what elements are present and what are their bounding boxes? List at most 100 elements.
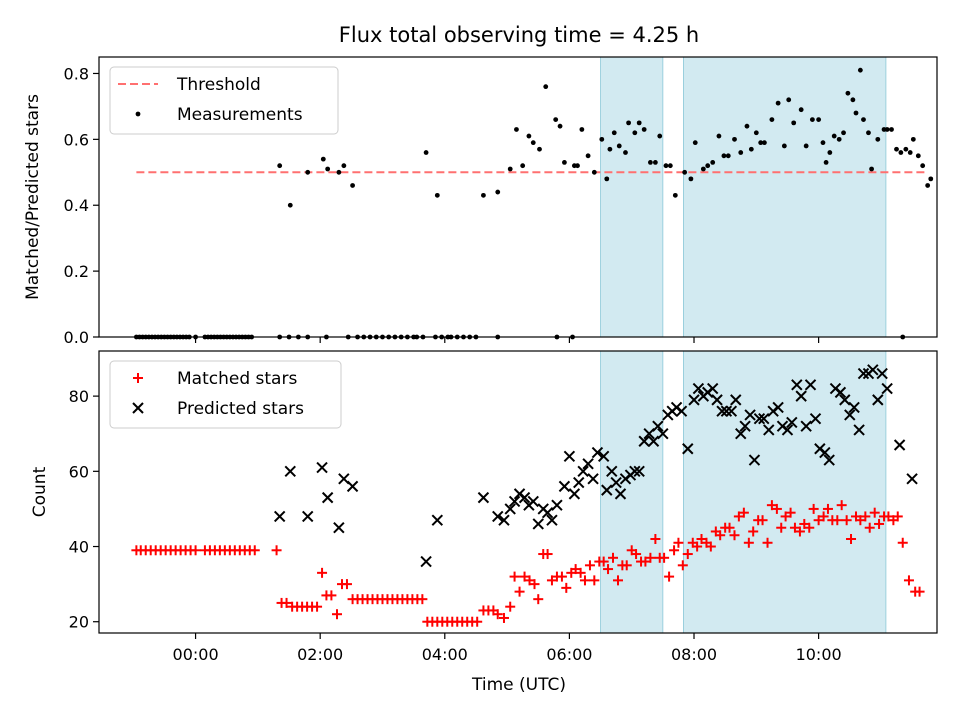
count-panel: 20406080Count00:00 02:00 04:00 06:00 08:00 10… [30,351,937,664]
matched-stars-point [191,545,201,555]
measurement-point [722,153,727,158]
measurement-point [325,167,330,172]
measurement-point [717,134,722,139]
measurement-point [701,167,706,172]
matched-stars-point [272,545,282,555]
measurement-point [604,176,609,181]
matched-stars-point [505,602,515,612]
y-tick-label: 60 [69,462,89,481]
measurement-point [837,137,842,142]
predicted-stars-point [432,515,442,525]
measurement-point [653,160,658,165]
y-axis-label: Matched/Predicted stars [23,94,43,300]
measurement-point [579,127,584,132]
measurement-point [424,150,429,155]
predicted-stars-point [421,557,431,567]
predicted-stars-point [285,466,295,476]
matched-stars-point [317,568,327,578]
matched-stars-point [904,575,914,585]
predicted-stars-point [303,511,313,521]
legend-entry-label: Measurements [177,105,303,125]
y-tick-label: 0.2 [64,262,89,281]
measurement-point [832,134,837,139]
measurement-point [925,183,930,188]
measurement-point [527,134,532,139]
ratio-panel: 0.0 0.2 0.4 0.6 0.8 Matched/Predicted stars Th… [23,57,937,347]
measurement-point [648,160,653,165]
measurement-point [673,193,678,198]
measurement-point [350,183,355,188]
x-tick-label: 06:00 [546,645,592,664]
measurement-point [558,124,563,129]
measurement-point [607,147,612,152]
measurement-point [754,130,759,135]
measurement-point [637,120,642,125]
measurement-point [537,147,542,152]
matched-stars-point [250,545,260,555]
measurement-point [435,193,440,198]
matched-stars-point [326,590,336,600]
predicted-stars-point [478,493,488,503]
measurement-point [841,130,846,135]
x-axis-label: Time (UTC) [471,675,566,695]
matched-stars-point [557,572,567,582]
matched-stars-point [515,587,525,597]
x-tick-label: 00:00 [173,645,219,664]
legend-entry-label: Predicted stars [177,399,304,419]
y-tick-label: 0.0 [64,328,89,347]
predicted-stars-point [574,478,584,488]
measurement-point [827,150,832,155]
measurement-point [786,97,791,102]
matched-stars-point [589,575,599,585]
measurement-point [657,134,662,139]
measurement-point [682,170,687,175]
measurement-point [693,140,698,145]
predicted-stars-point [275,511,285,521]
measurement-point [791,120,796,125]
legend: Matched stars Predicted stars [110,361,341,428]
measurement-point [799,107,804,112]
matched-stars-point [472,617,482,627]
measurement-point [688,176,693,181]
measurement-point [495,190,500,195]
chart-title: Flux total observing time = 4.25 h [339,23,699,47]
measurement-point [726,153,731,158]
y-axis-label: Count [30,466,50,517]
measurement-point [885,127,890,132]
matched-stars-point [561,583,571,593]
y-tick-label: 0.6 [64,130,89,149]
measurement-point [508,167,513,172]
x-tick-label: 04:00 [422,645,468,664]
measurement-point [928,176,933,181]
measurement-point [749,147,754,152]
predicted-stars-point [552,500,562,510]
measurement-point [911,137,916,142]
predicted-stars-point [564,451,574,461]
y-tick-label: 0.4 [64,196,89,215]
measurement-point [514,127,519,132]
measurement-point [745,124,750,129]
measurement-point [277,163,282,168]
measurement-point [599,137,604,142]
measurement-point [810,117,815,122]
measurement-point [738,150,743,155]
matched-stars-point [898,538,908,548]
measurement-point [341,163,346,168]
predicted-stars-point [317,463,327,473]
measurement-point [632,130,637,135]
measurement-point [623,150,628,155]
legend-entry-label: Matched stars [177,369,297,389]
figure: Flux total observing time = 4.25 h 0.0 0.… [0,0,960,720]
matched-stars-point [342,579,352,589]
measurement-point [531,140,536,145]
measurement-point [664,163,669,168]
predicted-stars-point [323,493,333,503]
y-tick-label: 40 [69,538,89,557]
measurement-point [816,117,821,122]
measurement-point [586,153,591,158]
measurement-point [543,84,548,89]
matched-stars-point [664,572,674,582]
measurement-point [626,120,631,125]
matched-stars-point [585,560,595,570]
measurement-point [916,153,921,158]
